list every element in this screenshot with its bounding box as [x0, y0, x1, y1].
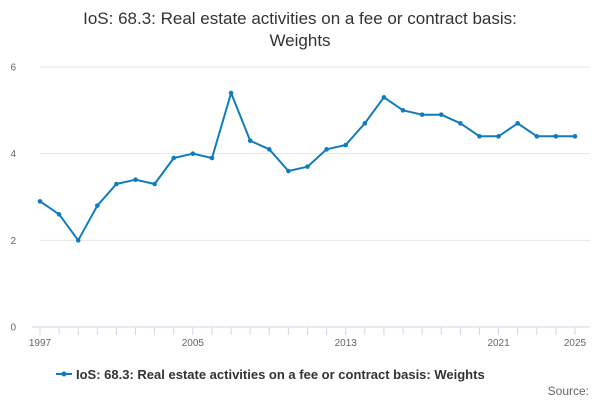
legend-label: IoS: 68.3: Real estate activities on a f… — [76, 367, 485, 382]
data-point — [477, 134, 482, 139]
data-point — [324, 147, 329, 152]
data-point — [95, 203, 100, 208]
y-tick-label: 0 — [10, 323, 16, 334]
data-point — [438, 112, 444, 117]
data-point — [37, 199, 43, 204]
data-point — [114, 181, 119, 187]
y-tick-label: 4 — [10, 149, 16, 160]
x-tick-label: 2021 — [487, 338, 510, 349]
data-point — [171, 155, 177, 161]
data-point — [515, 121, 520, 126]
chart-title-line-2: Weights — [269, 31, 330, 50]
data-point — [247, 138, 253, 143]
x-tick-label: 2005 — [182, 338, 205, 349]
data-point — [458, 121, 463, 126]
data-point — [133, 177, 138, 182]
data-point — [75, 238, 81, 243]
data-point — [56, 212, 62, 217]
data-point — [362, 121, 368, 126]
data-point — [381, 95, 387, 100]
x-tick-label: 2025 — [564, 338, 587, 349]
source-label: Source: — [548, 384, 589, 398]
data-point — [190, 151, 196, 156]
data-point — [553, 134, 559, 139]
y-tick-label: 6 — [10, 63, 16, 74]
data-point — [534, 134, 540, 139]
data-point — [305, 164, 310, 169]
y-tick-label: 2 — [10, 236, 16, 247]
data-point — [266, 147, 272, 152]
data-point — [286, 168, 291, 174]
gridlines — [40, 66, 590, 241]
data-point — [343, 142, 349, 148]
axes: 0 2 4 6 1997 2005 2013 2021 2025 — [10, 63, 590, 349]
data-point — [419, 112, 425, 117]
legend-swatch-marker — [61, 371, 67, 377]
data-point — [152, 181, 157, 187]
data-point — [209, 155, 215, 161]
series — [37, 90, 578, 243]
data-point — [572, 134, 578, 139]
x-tick-label: 2013 — [335, 338, 358, 349]
legend: IoS: 68.3: Real estate activities on a f… — [56, 367, 485, 382]
data-point — [228, 90, 234, 96]
data-point — [496, 134, 501, 139]
data-point — [400, 108, 406, 113]
x-tick-label: 1997 — [29, 338, 52, 349]
chart-title-line-1: IoS: 68.3: Real estate activities on a f… — [83, 9, 517, 28]
